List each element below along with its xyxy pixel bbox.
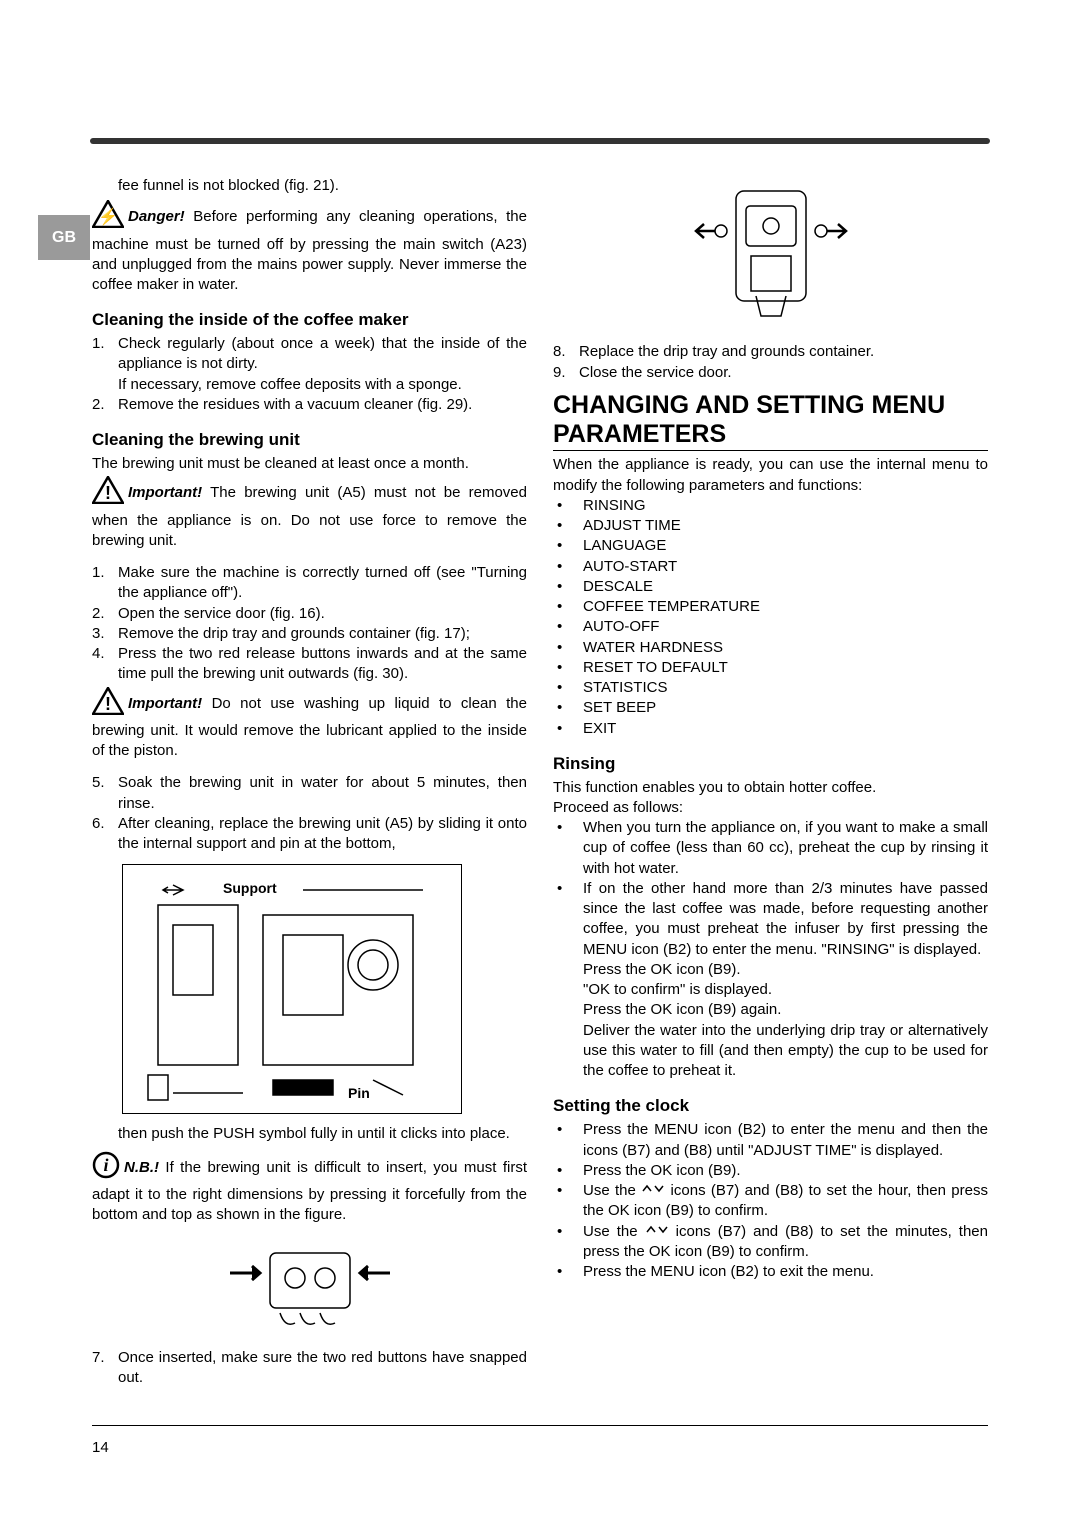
intro-continuation: fee funnel is not blocked (fig. 21). — [92, 176, 527, 196]
brew-steps-5-6: 5.Soak the brewing unit in water for abo… — [92, 773, 527, 854]
important-label: Important! — [128, 484, 202, 501]
menu-items-list: RINSINGADJUST TIMELANGUAGEAUTO-STARTDESC… — [553, 496, 988, 739]
list-item: ADJUST TIME — [553, 516, 988, 536]
heading-cleaning-inside: Cleaning the inside of the coffee maker — [92, 309, 527, 332]
list-item: SET BEEP — [553, 698, 988, 718]
list-item: Press the MENU icon (B2) to exit the men… — [553, 1262, 988, 1282]
list-item: WATER HARDNESS — [553, 638, 988, 658]
svg-text:!: ! — [105, 694, 111, 714]
list-item: 4.Press the two red release buttons inwa… — [92, 644, 527, 685]
list-item: When you turn the appliance on, if you w… — [553, 818, 988, 879]
info-icon: i — [92, 1151, 120, 1185]
language-tab: GB — [38, 215, 90, 260]
list-item: RESET TO DEFAULT — [553, 658, 988, 678]
top-rule — [90, 138, 990, 144]
up-down-icon — [641, 1181, 665, 1201]
warning-icon: ! — [92, 687, 124, 721]
heading-cleaning-brewing: Cleaning the brewing unit — [92, 429, 527, 452]
list-item: AUTO-START — [553, 557, 988, 577]
fig-label-pin: Pin — [348, 1084, 370, 1103]
svg-text:i: i — [103, 1155, 108, 1175]
list-item: Use the icons (B7) and (B8) to set the h… — [553, 1181, 988, 1222]
rinsing-bullets: When you turn the appliance on, if you w… — [553, 818, 988, 1081]
page-number: 14 — [92, 1438, 109, 1458]
bottom-rule — [92, 1425, 988, 1426]
important-block-2: ! Important! Do not use washing up liqui… — [92, 687, 527, 762]
rinsing-intro-2: Proceed as follows: — [553, 798, 988, 818]
danger-block: ⚡ Danger! Before performing any cleaning… — [92, 200, 527, 295]
list-item: 9.Close the service door. — [553, 363, 988, 383]
list-item: STATISTICS — [553, 678, 988, 698]
list-item: COFFEE TEMPERATURE — [553, 597, 988, 617]
nb-label: N.B.! — [124, 1159, 159, 1176]
list-item: Use the icons (B7) and (B8) to set the m… — [553, 1222, 988, 1263]
brewing-unit-diagram: Support Pin — [122, 864, 462, 1114]
list-item: 1.Check regularly (about once a week) th… — [92, 334, 527, 395]
brew-steps-8-9: 8.Replace the drip tray and grounds cont… — [553, 342, 988, 383]
svg-text:!: ! — [105, 483, 111, 503]
brew-step-7: 7.Once inserted, make sure the two red b… — [92, 1348, 527, 1389]
list-item: LANGUAGE — [553, 536, 988, 556]
list-item: DESCALE — [553, 577, 988, 597]
brew-intro: The brewing unit must be cleaned at leas… — [92, 454, 527, 474]
nb-block: i N.B.! If the brewing unit is difficult… — [92, 1151, 527, 1226]
heading-menu-parameters: CHANGING AND SETTING MENU PARAMETERS — [553, 391, 988, 452]
list-item: 5.Soak the brewing unit in water for abo… — [92, 773, 527, 814]
list-item: EXIT — [553, 719, 988, 739]
rinsing-intro-1: This function enables you to obtain hott… — [553, 778, 988, 798]
page-content: fee funnel is not blocked (fig. 21). ⚡ D… — [92, 176, 988, 1418]
fig-label-support: Support — [223, 879, 277, 898]
danger-icon: ⚡ — [92, 200, 124, 234]
svg-text:⚡: ⚡ — [98, 207, 118, 226]
menu-intro: When the appliance is ready, you can use… — [553, 455, 988, 496]
brewing-unit-svg — [123, 865, 463, 1115]
press-diagram — [92, 1233, 527, 1339]
list-item: 3.Remove the drip tray and grounds conta… — [92, 624, 527, 644]
list-item: If on the other hand more than 2/3 minut… — [553, 879, 988, 1082]
list-item: RINSING — [553, 496, 988, 516]
list-item: 2.Open the service door (fig. 16). — [92, 604, 527, 624]
heading-setting-clock: Setting the clock — [553, 1095, 988, 1118]
inside-steps: 1.Check regularly (about once a week) th… — [92, 334, 527, 415]
warning-icon: ! — [92, 476, 124, 510]
list-item: Press the MENU icon (B2) to enter the me… — [553, 1120, 988, 1161]
list-item: 7.Once inserted, make sure the two red b… — [92, 1348, 527, 1389]
list-item: 6.After cleaning, replace the brewing un… — [92, 814, 527, 855]
important-block-1: ! Important! The brewing unit (A5) must … — [92, 476, 527, 551]
clock-bullets: Press the MENU icon (B2) to enter the me… — [553, 1120, 988, 1282]
list-item: AUTO-OFF — [553, 617, 988, 637]
brew-steps-1-4: 1.Make sure the machine is correctly tur… — [92, 563, 527, 685]
important-label: Important! — [128, 695, 202, 712]
left-column: fee funnel is not blocked (fig. 21). ⚡ D… — [92, 176, 527, 1418]
push-text: then push the PUSH symbol fully in until… — [92, 1124, 527, 1144]
list-item: 1.Make sure the machine is correctly tur… — [92, 563, 527, 604]
list-item: 2.Remove the residues with a vacuum clea… — [92, 395, 527, 415]
snap-out-diagram — [553, 176, 988, 332]
up-down-icon — [645, 1222, 669, 1242]
danger-label: Danger! — [128, 208, 185, 225]
heading-rinsing: Rinsing — [553, 753, 988, 776]
list-item: 8.Replace the drip tray and grounds cont… — [553, 342, 988, 362]
list-item: Press the OK icon (B9). — [553, 1161, 988, 1181]
right-column: 8.Replace the drip tray and grounds cont… — [553, 176, 988, 1418]
